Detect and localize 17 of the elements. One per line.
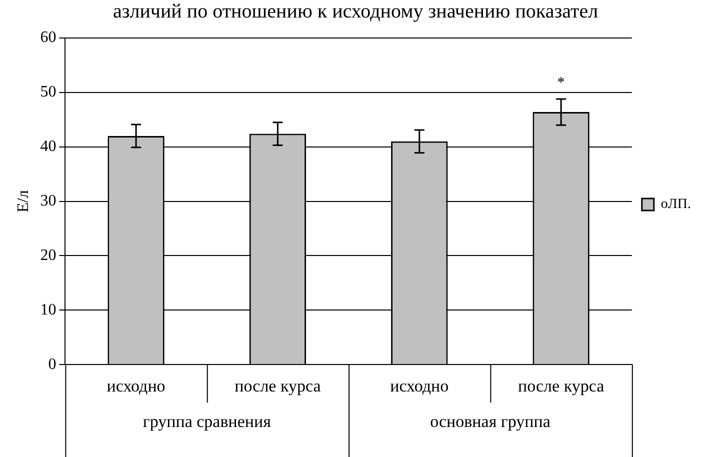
y-tick-label: 30: [40, 192, 56, 210]
text: группа сравнения: [142, 412, 272, 432]
y-tick-label: 0: [48, 356, 56, 373]
x-tick-label: после курса: [234, 376, 322, 396]
x-tick-label: после курса: [518, 376, 605, 396]
y-tick-label: 40: [40, 138, 56, 156]
x-tick-label: исходно: [390, 376, 449, 396]
text: основная группа: [430, 412, 551, 432]
y-tick-label: 10: [40, 301, 56, 318]
chart-title: азличий по отношению к исходному значению показател: [112, 0, 598, 22]
y-tick-label: 50: [40, 84, 56, 101]
legend-label: оЛП.: [660, 197, 692, 212]
y-axis-title: Е/л: [14, 190, 32, 212]
y-tick-label: 20: [40, 246, 56, 264]
data-label: *: [557, 74, 565, 91]
y-tick-label: 60: [40, 29, 56, 46]
x-tick-label: исходно: [106, 376, 166, 396]
